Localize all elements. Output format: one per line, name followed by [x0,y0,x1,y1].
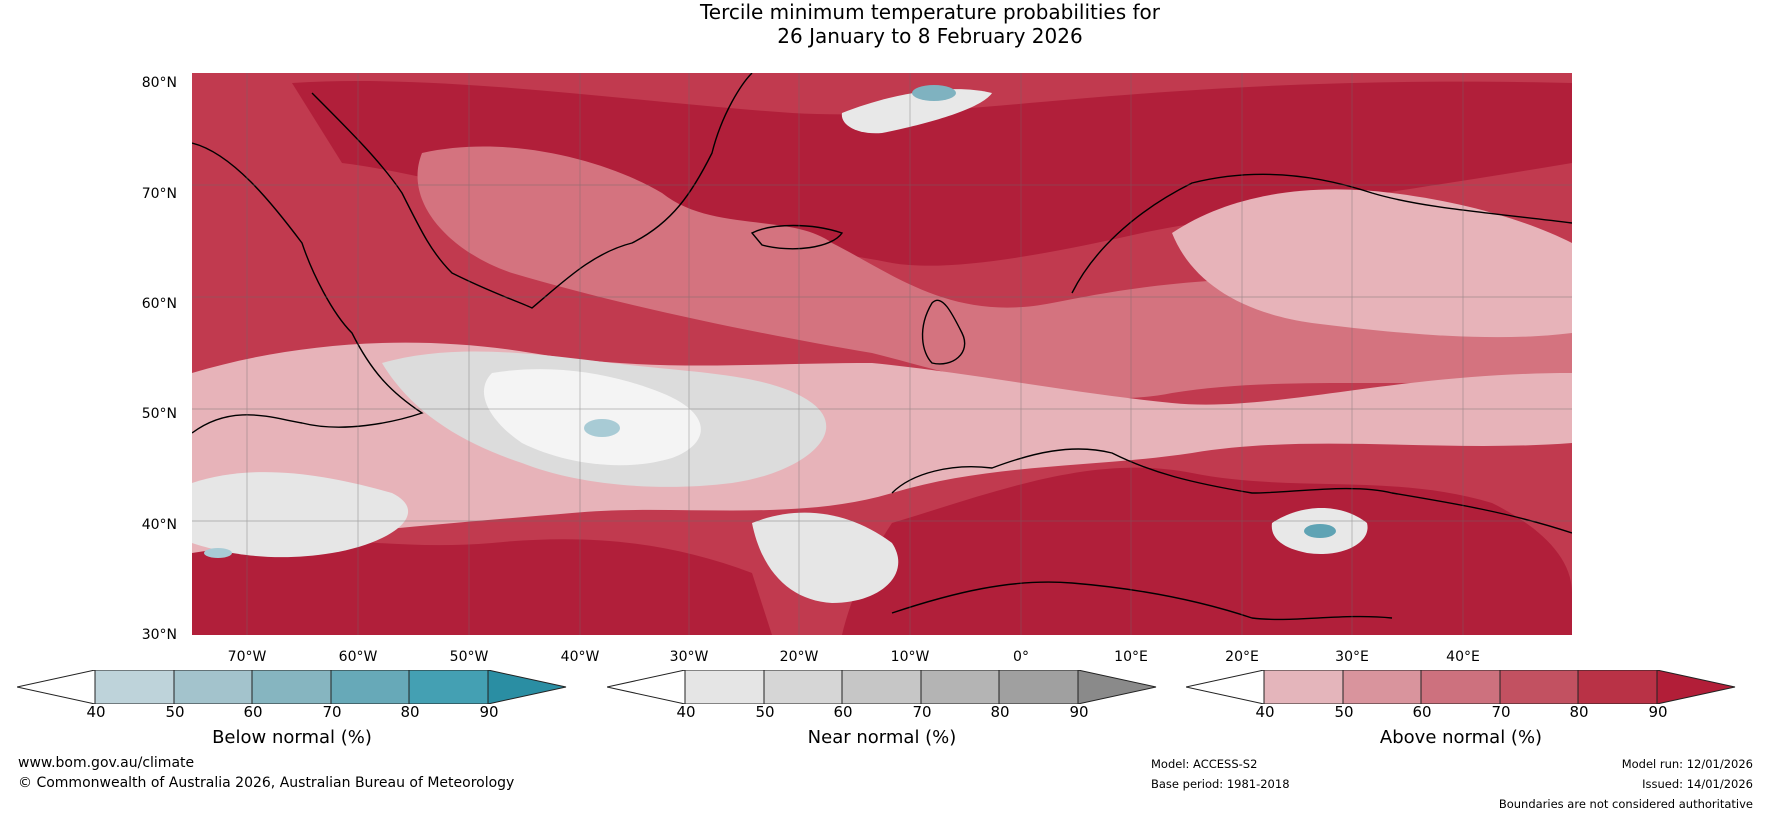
tick-label: 50 [1334,703,1354,721]
region-near-normal-arctic [841,89,992,134]
colorbar-near-title: Near normal (%) [807,727,957,748]
tick-label: 50 [165,703,185,721]
tick-label: 60 [243,703,263,721]
colorbar-near-bin [920,670,1000,704]
graticule [192,73,1572,635]
tick-label: 80 [1569,703,1589,721]
colorbar-above-bin [1263,670,1344,704]
lon-label-30e: 30°E [1335,649,1369,665]
region-below-normal-arctic [912,85,956,101]
boundary-disclaimer: Boundaries are not considered authoritat… [1498,797,1753,811]
base-period: Base period: 1981-2018 [1151,777,1290,791]
tick-label: 80 [400,703,420,721]
lat-label-40n: 40°N [141,517,177,533]
colorbar-near-bin [841,670,922,704]
colorbar-below [17,670,567,704]
colorbar-below-bin [94,670,175,704]
lon-label-50w: 50°W [449,649,489,665]
coastlines [192,73,1572,621]
title-line-1: Tercile minimum temperature probabilitie… [699,0,1161,24]
colorbar-below-title: Below normal (%) [212,727,372,748]
lat-label-80n: 80°N [141,75,177,91]
region-above-pale-scandinavia [1172,189,1572,338]
colorbar-below-high-extend [487,670,567,704]
lon-label-10e: 10°E [1114,649,1148,665]
coastline-iceland [750,224,844,250]
colorbar-above-low-extend [1186,670,1265,704]
coastline-north-america [192,142,424,434]
tick-label: 60 [1412,703,1432,721]
region-near-normal-southwest [192,472,409,558]
colorbar-above [1186,670,1736,704]
tick-label: 60 [833,703,853,721]
tick-label: 80 [990,703,1010,721]
lat-label-30n: 30°N [141,627,177,643]
lon-label-70w: 70°W [227,649,267,665]
region-near-normal-iberia [752,512,899,603]
region-above-light-center [417,146,1572,399]
colorbar-above-bin [1499,670,1579,704]
colorbar-above-bin [1342,670,1422,704]
lat-label-50n: 50°N [141,406,177,422]
region-above-dark-south [842,467,1572,635]
colorbar-near [607,670,1157,704]
lon-label-10w: 10°W [890,649,930,665]
tick-label: 40 [86,703,106,721]
title-line-2: 26 January to 8 February 2026 [777,24,1083,48]
lon-label-0: 0° [1013,649,1029,665]
tick-label: 90 [1069,703,1089,721]
tick-label: 90 [1648,703,1668,721]
lon-label-40w: 40°W [560,649,600,665]
coastline-africa [891,581,1393,621]
region-below-normal-west [204,548,232,558]
tick-label: 90 [479,703,499,721]
colorbar-below-bin [408,670,489,704]
tick-label: 40 [1255,703,1275,721]
coastline-greenland [311,73,753,309]
model-run-date: Model run: 12/01/2026 [1621,757,1753,771]
tick-label: 50 [755,703,775,721]
coastline-british-isles [921,299,966,365]
region-below-normal-turkey [1304,524,1336,538]
colorbar-above-title: Above normal (%) [1379,727,1543,748]
tick-label: 70 [1491,703,1511,721]
colorbar-below-bin [330,670,410,704]
chart-title: Tercile minimum temperature probabilitie… [0,0,1770,48]
colorbar-above-high-extend [1656,670,1736,704]
copyright-notice: © Commonwealth of Australia 2026, Austra… [18,775,515,791]
colorbar-below-bin [251,670,332,704]
website-link[interactable]: www.bom.gov.au/climate [18,755,195,771]
colorbar-near-low-extend [607,670,686,704]
map-svg [192,73,1572,635]
issued-date: Issued: 14/01/2026 [1642,777,1753,791]
coastline-scandinavia [1071,173,1572,294]
tick-label: 70 [322,703,342,721]
colorbar-above-bin [1577,670,1658,704]
region-near-normal-white [483,369,701,466]
region-below-normal-atlantic [584,419,620,437]
probability-map [192,73,1572,635]
coastline-europe-south [891,448,1572,534]
colorbar-below-low-extend [17,670,96,704]
colorbar-near-bin [763,670,843,704]
colorbar-below-bin [173,670,253,704]
region-above-dark-west [192,535,772,635]
colorbar-near-bin [684,670,765,704]
lon-label-30w: 30°W [669,649,709,665]
lon-label-20e: 20°E [1225,649,1259,665]
lon-label-40e: 40°E [1446,649,1480,665]
colorbar-near-bin [998,670,1079,704]
lon-label-60w: 60°W [338,649,378,665]
model-name: Model: ACCESS-S2 [1151,757,1258,771]
tick-label: 40 [676,703,696,721]
lon-label-20w: 20°W [779,649,819,665]
colorbar-near-high-extend [1077,670,1157,704]
tick-label: 70 [912,703,932,721]
lat-label-60n: 60°N [141,296,177,312]
colorbar-above-bin [1420,670,1501,704]
lat-label-70n: 70°N [141,186,177,202]
